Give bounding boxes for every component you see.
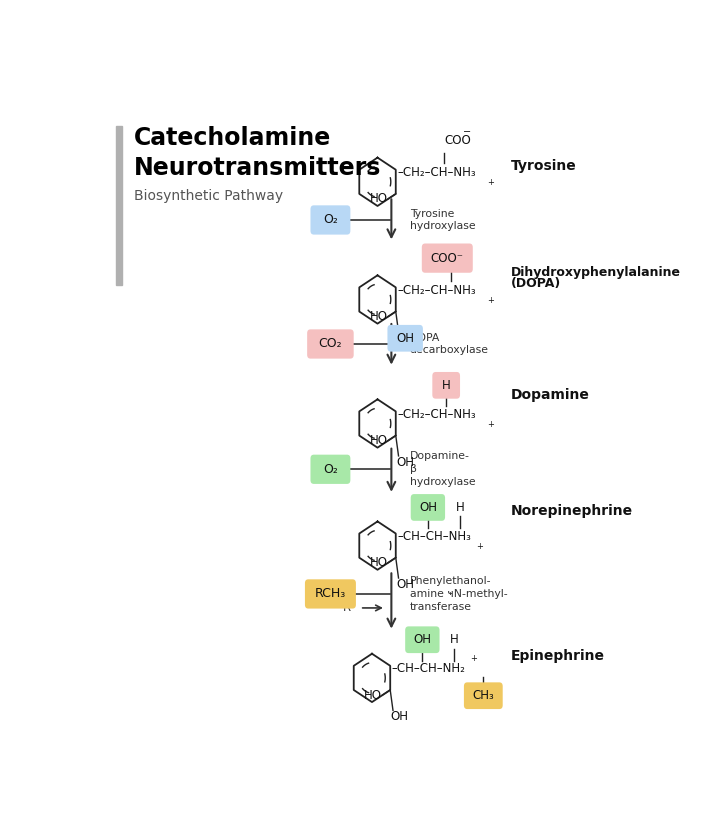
Text: Dopamine-
β
hydroxylase: Dopamine- β hydroxylase	[410, 452, 475, 487]
FancyBboxPatch shape	[307, 330, 354, 358]
Text: OH: OH	[396, 456, 414, 469]
Text: HO: HO	[370, 556, 388, 569]
FancyBboxPatch shape	[305, 579, 356, 609]
FancyBboxPatch shape	[464, 682, 503, 709]
Text: Tyrosine: Tyrosine	[511, 159, 576, 173]
Text: H: H	[450, 634, 459, 646]
FancyBboxPatch shape	[310, 206, 350, 235]
Text: HO: HO	[370, 434, 388, 447]
Text: CH₃: CH₃	[473, 689, 494, 702]
Text: +: +	[487, 178, 494, 187]
Text: OH: OH	[396, 578, 414, 591]
FancyBboxPatch shape	[388, 325, 423, 352]
Text: CO₂: CO₂	[319, 338, 342, 350]
Text: H: H	[442, 379, 450, 392]
Text: OH: OH	[419, 501, 437, 514]
Text: COO⁻: COO⁻	[431, 252, 464, 264]
Text: Norepinephrine: Norepinephrine	[511, 504, 633, 518]
Text: –CH₂–CH–NH₃: –CH₂–CH–NH₃	[398, 408, 476, 421]
Text: –CH–CH–NH₃: –CH–CH–NH₃	[398, 530, 471, 544]
Text: OH: OH	[396, 332, 414, 344]
Text: COO: COO	[444, 134, 470, 147]
Text: Catecholamine: Catecholamine	[134, 126, 331, 150]
Text: Dihydroxyphenylalanine: Dihydroxyphenylalanine	[511, 266, 681, 278]
Text: Neurotransmitters: Neurotransmitters	[134, 156, 381, 180]
Text: +: +	[470, 654, 478, 663]
FancyBboxPatch shape	[310, 454, 350, 484]
Text: HO: HO	[370, 310, 388, 323]
Text: +: +	[487, 296, 494, 305]
Text: Tyrosine
hydroxylase: Tyrosine hydroxylase	[410, 208, 475, 231]
Text: RCH₃: RCH₃	[315, 587, 346, 601]
Text: −: −	[463, 126, 471, 136]
Text: (DOPA): (DOPA)	[511, 277, 561, 290]
Text: HO: HO	[364, 689, 382, 701]
Text: DOPA
decarboxylase: DOPA decarboxylase	[410, 333, 488, 355]
Text: –CH–CH–NH₂: –CH–CH–NH₂	[392, 662, 465, 676]
Text: Epinephrine: Epinephrine	[511, 648, 604, 662]
Text: Biosynthetic Pathway: Biosynthetic Pathway	[134, 189, 283, 203]
Text: OH: OH	[390, 710, 409, 724]
FancyBboxPatch shape	[410, 494, 445, 521]
Text: –CH₂–CH–NH₃: –CH₂–CH–NH₃	[398, 284, 476, 297]
Text: O₂: O₂	[323, 463, 338, 476]
Text: +: +	[476, 542, 483, 551]
FancyBboxPatch shape	[433, 372, 460, 399]
Text: OH: OH	[413, 634, 431, 646]
Bar	[116, 126, 122, 285]
Text: +: +	[487, 420, 494, 429]
Text: Phenylethanol-
amine ҹN‑methyl-
transferase: Phenylethanol- amine ҹN‑methyl- transfer…	[410, 577, 507, 612]
Text: HO: HO	[370, 192, 388, 206]
FancyBboxPatch shape	[405, 626, 440, 653]
Text: O₂: O₂	[323, 213, 338, 226]
Text: –CH₂–CH–NH₃: –CH₂–CH–NH₃	[398, 166, 476, 179]
Text: Dopamine: Dopamine	[511, 388, 589, 402]
Text: H: H	[455, 501, 465, 514]
FancyBboxPatch shape	[422, 244, 473, 273]
Text: R: R	[343, 601, 351, 615]
